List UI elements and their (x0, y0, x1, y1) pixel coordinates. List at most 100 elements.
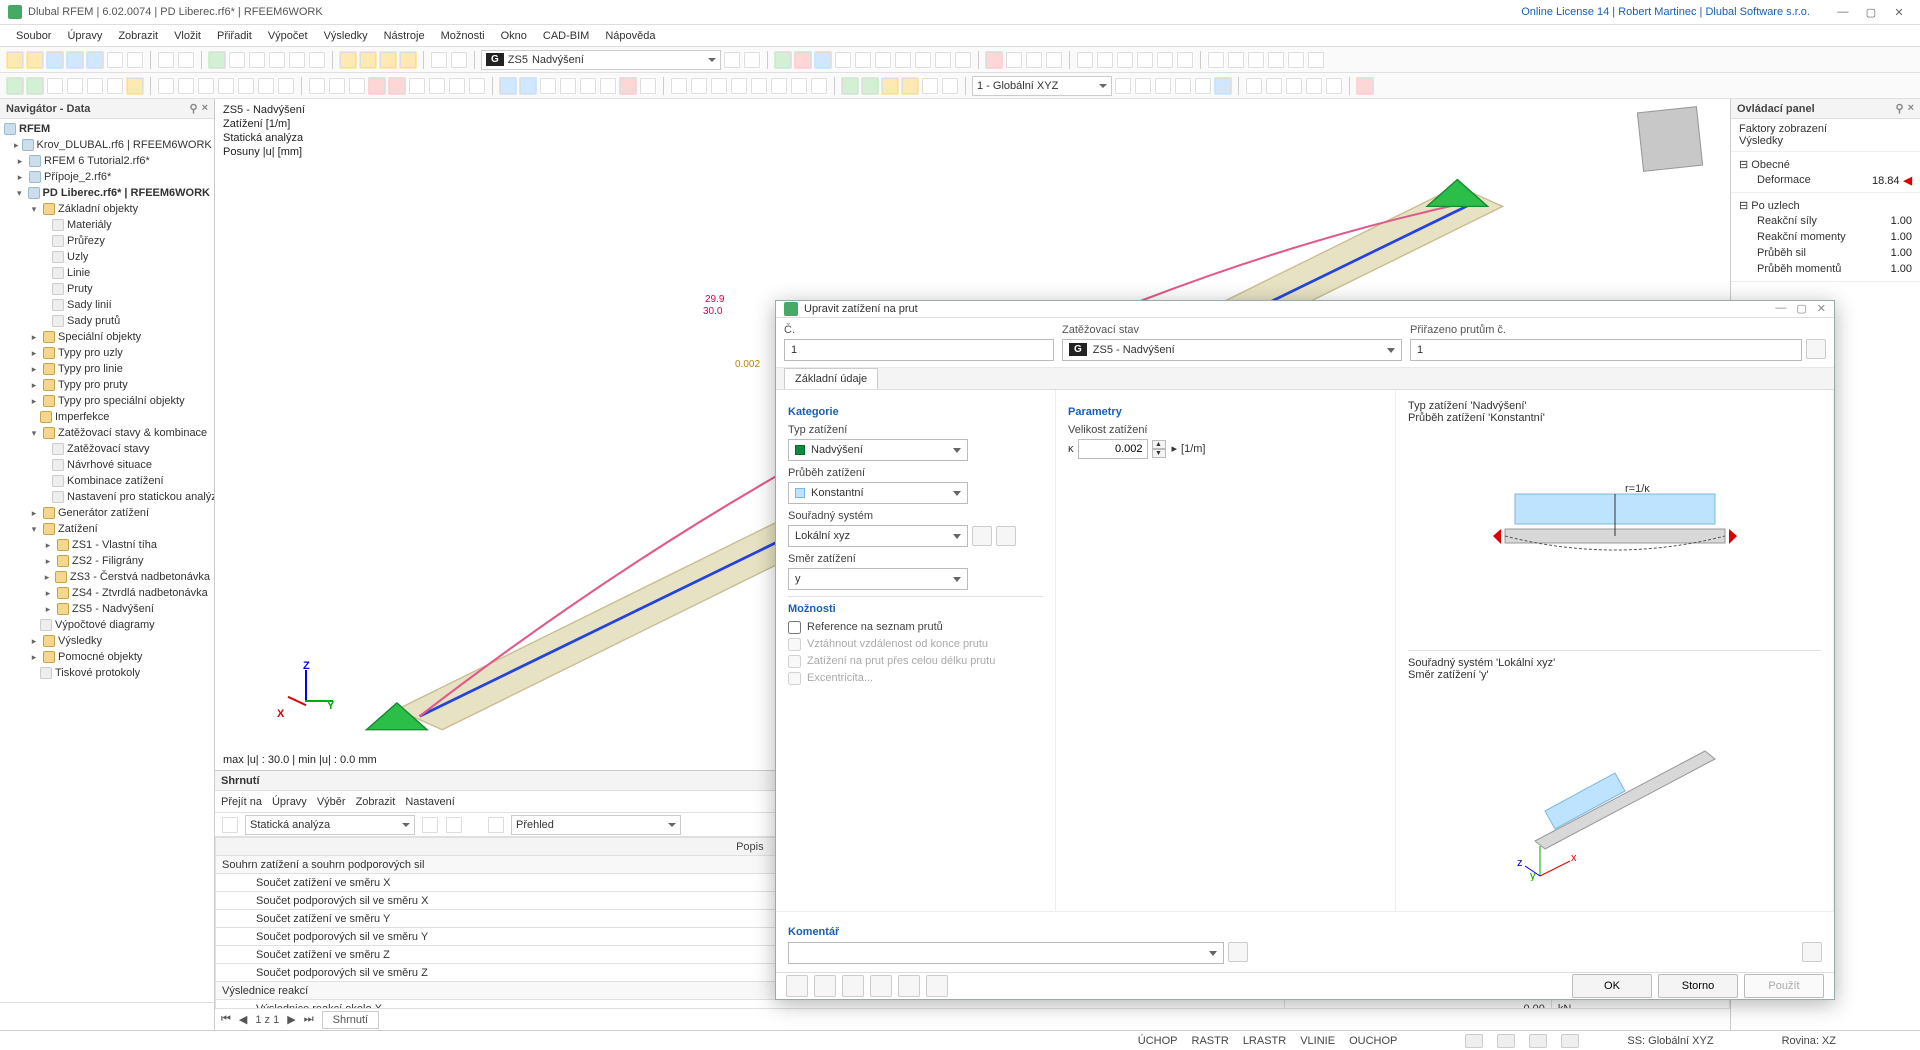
menu-nastroje[interactable]: Nástroje (376, 30, 433, 42)
dlg-tab-basic[interactable]: Základní údaje (784, 368, 878, 389)
e4-icon[interactable] (559, 77, 577, 95)
r7-icon[interactable] (894, 51, 912, 69)
zoom-icon[interactable] (339, 51, 357, 69)
fit-icon[interactable] (399, 51, 417, 69)
c3-icon[interactable] (348, 77, 366, 95)
a7-icon[interactable] (126, 77, 144, 95)
i2-icon[interactable] (1265, 77, 1283, 95)
dlg-close-icon[interactable]: ✕ (1817, 302, 1826, 315)
nav-gen[interactable]: Generátor zatížení (58, 507, 149, 519)
sync-icon[interactable] (86, 51, 104, 69)
a3-icon[interactable] (46, 77, 64, 95)
dlg-csys-btn2-icon[interactable] (996, 526, 1016, 546)
nav-mm0[interactable]: Výpočtové diagramy (55, 619, 155, 631)
g4-icon[interactable] (901, 77, 919, 95)
status-i4-icon[interactable] (1561, 1034, 1579, 1048)
nav-zat[interactable]: Zatížení (58, 523, 98, 535)
f3-icon[interactable] (710, 77, 728, 95)
nav-model-3[interactable]: PD Liberec.rf6* | RFEEM6WORK (43, 187, 211, 199)
r4-icon[interactable] (834, 51, 852, 69)
nav-zs5[interactable]: ZS5 - Nadvýšení (72, 603, 154, 615)
maximize-button[interactable]: ▢ (1858, 2, 1884, 22)
pan-icon[interactable] (359, 51, 377, 69)
rotate-icon[interactable] (379, 51, 397, 69)
n2-icon[interactable] (1096, 51, 1114, 69)
view1-icon[interactable] (248, 51, 266, 69)
menu-okno[interactable]: Okno (493, 30, 535, 42)
nav-mm3[interactable]: Tiskové protokoly (55, 667, 140, 679)
n5-icon[interactable] (1156, 51, 1174, 69)
nav-lc1[interactable]: Návrhové situace (67, 459, 152, 471)
h3-icon[interactable] (1154, 77, 1172, 95)
undo-icon[interactable] (157, 51, 175, 69)
dlg-assign-input[interactable]: 1 (1410, 339, 1802, 361)
lc-next-icon[interactable] (743, 51, 761, 69)
g6-icon[interactable] (941, 77, 959, 95)
s1-icon[interactable] (1005, 51, 1023, 69)
j1-icon[interactable] (1356, 77, 1374, 95)
sumtab-0[interactable]: Přejít na (221, 796, 262, 808)
c6-icon[interactable] (408, 77, 426, 95)
c4-icon[interactable] (368, 77, 386, 95)
dlg-dir-select[interactable]: y (788, 568, 968, 590)
nav-basic-objects[interactable]: Základní objekty (58, 203, 138, 215)
sum-prev-icon[interactable] (421, 816, 439, 834)
r2-icon[interactable] (794, 51, 812, 69)
e1-icon[interactable] (499, 77, 517, 95)
e8-icon[interactable] (639, 77, 657, 95)
menu-soubor[interactable]: Soubor (8, 30, 59, 42)
dlg-comment-input[interactable] (788, 942, 1224, 964)
i4-icon[interactable] (1305, 77, 1323, 95)
nav-model-1[interactable]: RFEM 6 Tutorial2.rf6* (44, 155, 150, 167)
redo-icon[interactable] (177, 51, 195, 69)
rp-deform[interactable]: Deformace (1757, 174, 1811, 186)
dlg-prubeh-select[interactable]: Konstantní (788, 482, 968, 504)
e7-icon[interactable] (619, 77, 637, 95)
expand-icon[interactable]: ▸ (14, 156, 26, 167)
a2-icon[interactable] (26, 77, 44, 95)
menu-vypocet[interactable]: Výpočet (260, 30, 316, 42)
menu-vysledky[interactable]: Výsledky (316, 30, 376, 42)
dlg-chk1[interactable]: Reference na seznam prutů (788, 621, 1043, 634)
close-button[interactable]: ✕ (1886, 2, 1912, 22)
nav-zs4[interactable]: ZS4 - Ztvrdlá nadbetonávka (72, 587, 208, 599)
c8-icon[interactable] (448, 77, 466, 95)
nav-prurezy[interactable]: Průřezy (67, 235, 105, 247)
nav-mm1[interactable]: Výsledky (58, 635, 102, 647)
dlg-typ-select[interactable]: Nadvýšení (788, 439, 968, 461)
f7-icon[interactable] (790, 77, 808, 95)
report-icon[interactable] (126, 51, 144, 69)
status-i1-icon[interactable] (1465, 1034, 1483, 1048)
view3-icon[interactable] (288, 51, 306, 69)
menu-priradit[interactable]: Přiřadit (209, 30, 260, 42)
d2-icon[interactable] (1227, 51, 1245, 69)
a1-icon[interactable] (6, 77, 24, 95)
collapse-icon[interactable]: ▾ (28, 204, 40, 215)
b7-icon[interactable] (277, 77, 295, 95)
save-icon[interactable] (46, 51, 64, 69)
d1-icon[interactable] (1207, 51, 1225, 69)
t2-icon[interactable] (450, 51, 468, 69)
nav-m3[interactable]: Typy pro pruty (58, 379, 128, 391)
d4-icon[interactable] (1267, 51, 1285, 69)
sumtab-4[interactable]: Nastavení (405, 796, 455, 808)
n4-icon[interactable] (1136, 51, 1154, 69)
c7-icon[interactable] (428, 77, 446, 95)
nav-m0[interactable]: Speciální objekty (58, 331, 141, 343)
f6-icon[interactable] (770, 77, 788, 95)
g5-icon[interactable] (921, 77, 939, 95)
dlg-min-icon[interactable]: — (1775, 302, 1786, 315)
dlg-no-input[interactable]: 1 (784, 339, 1054, 361)
r9-icon[interactable] (934, 51, 952, 69)
view4-icon[interactable] (308, 51, 326, 69)
menu-vlozit[interactable]: Vložit (166, 30, 209, 42)
sumtab-2[interactable]: Výběr (317, 796, 346, 808)
nav-lc0[interactable]: Zatěžovací stavy (67, 443, 150, 455)
r10-icon[interactable] (954, 51, 972, 69)
expand-icon[interactable]: ▸ (14, 140, 19, 151)
nav-lc3[interactable]: Nastavení pro statickou analýzu (67, 491, 214, 503)
r6-icon[interactable] (874, 51, 892, 69)
e3-icon[interactable] (539, 77, 557, 95)
page-next-icon[interactable]: ▶ (287, 1013, 295, 1026)
page-last-icon[interactable]: ⏭ (304, 1013, 314, 1026)
